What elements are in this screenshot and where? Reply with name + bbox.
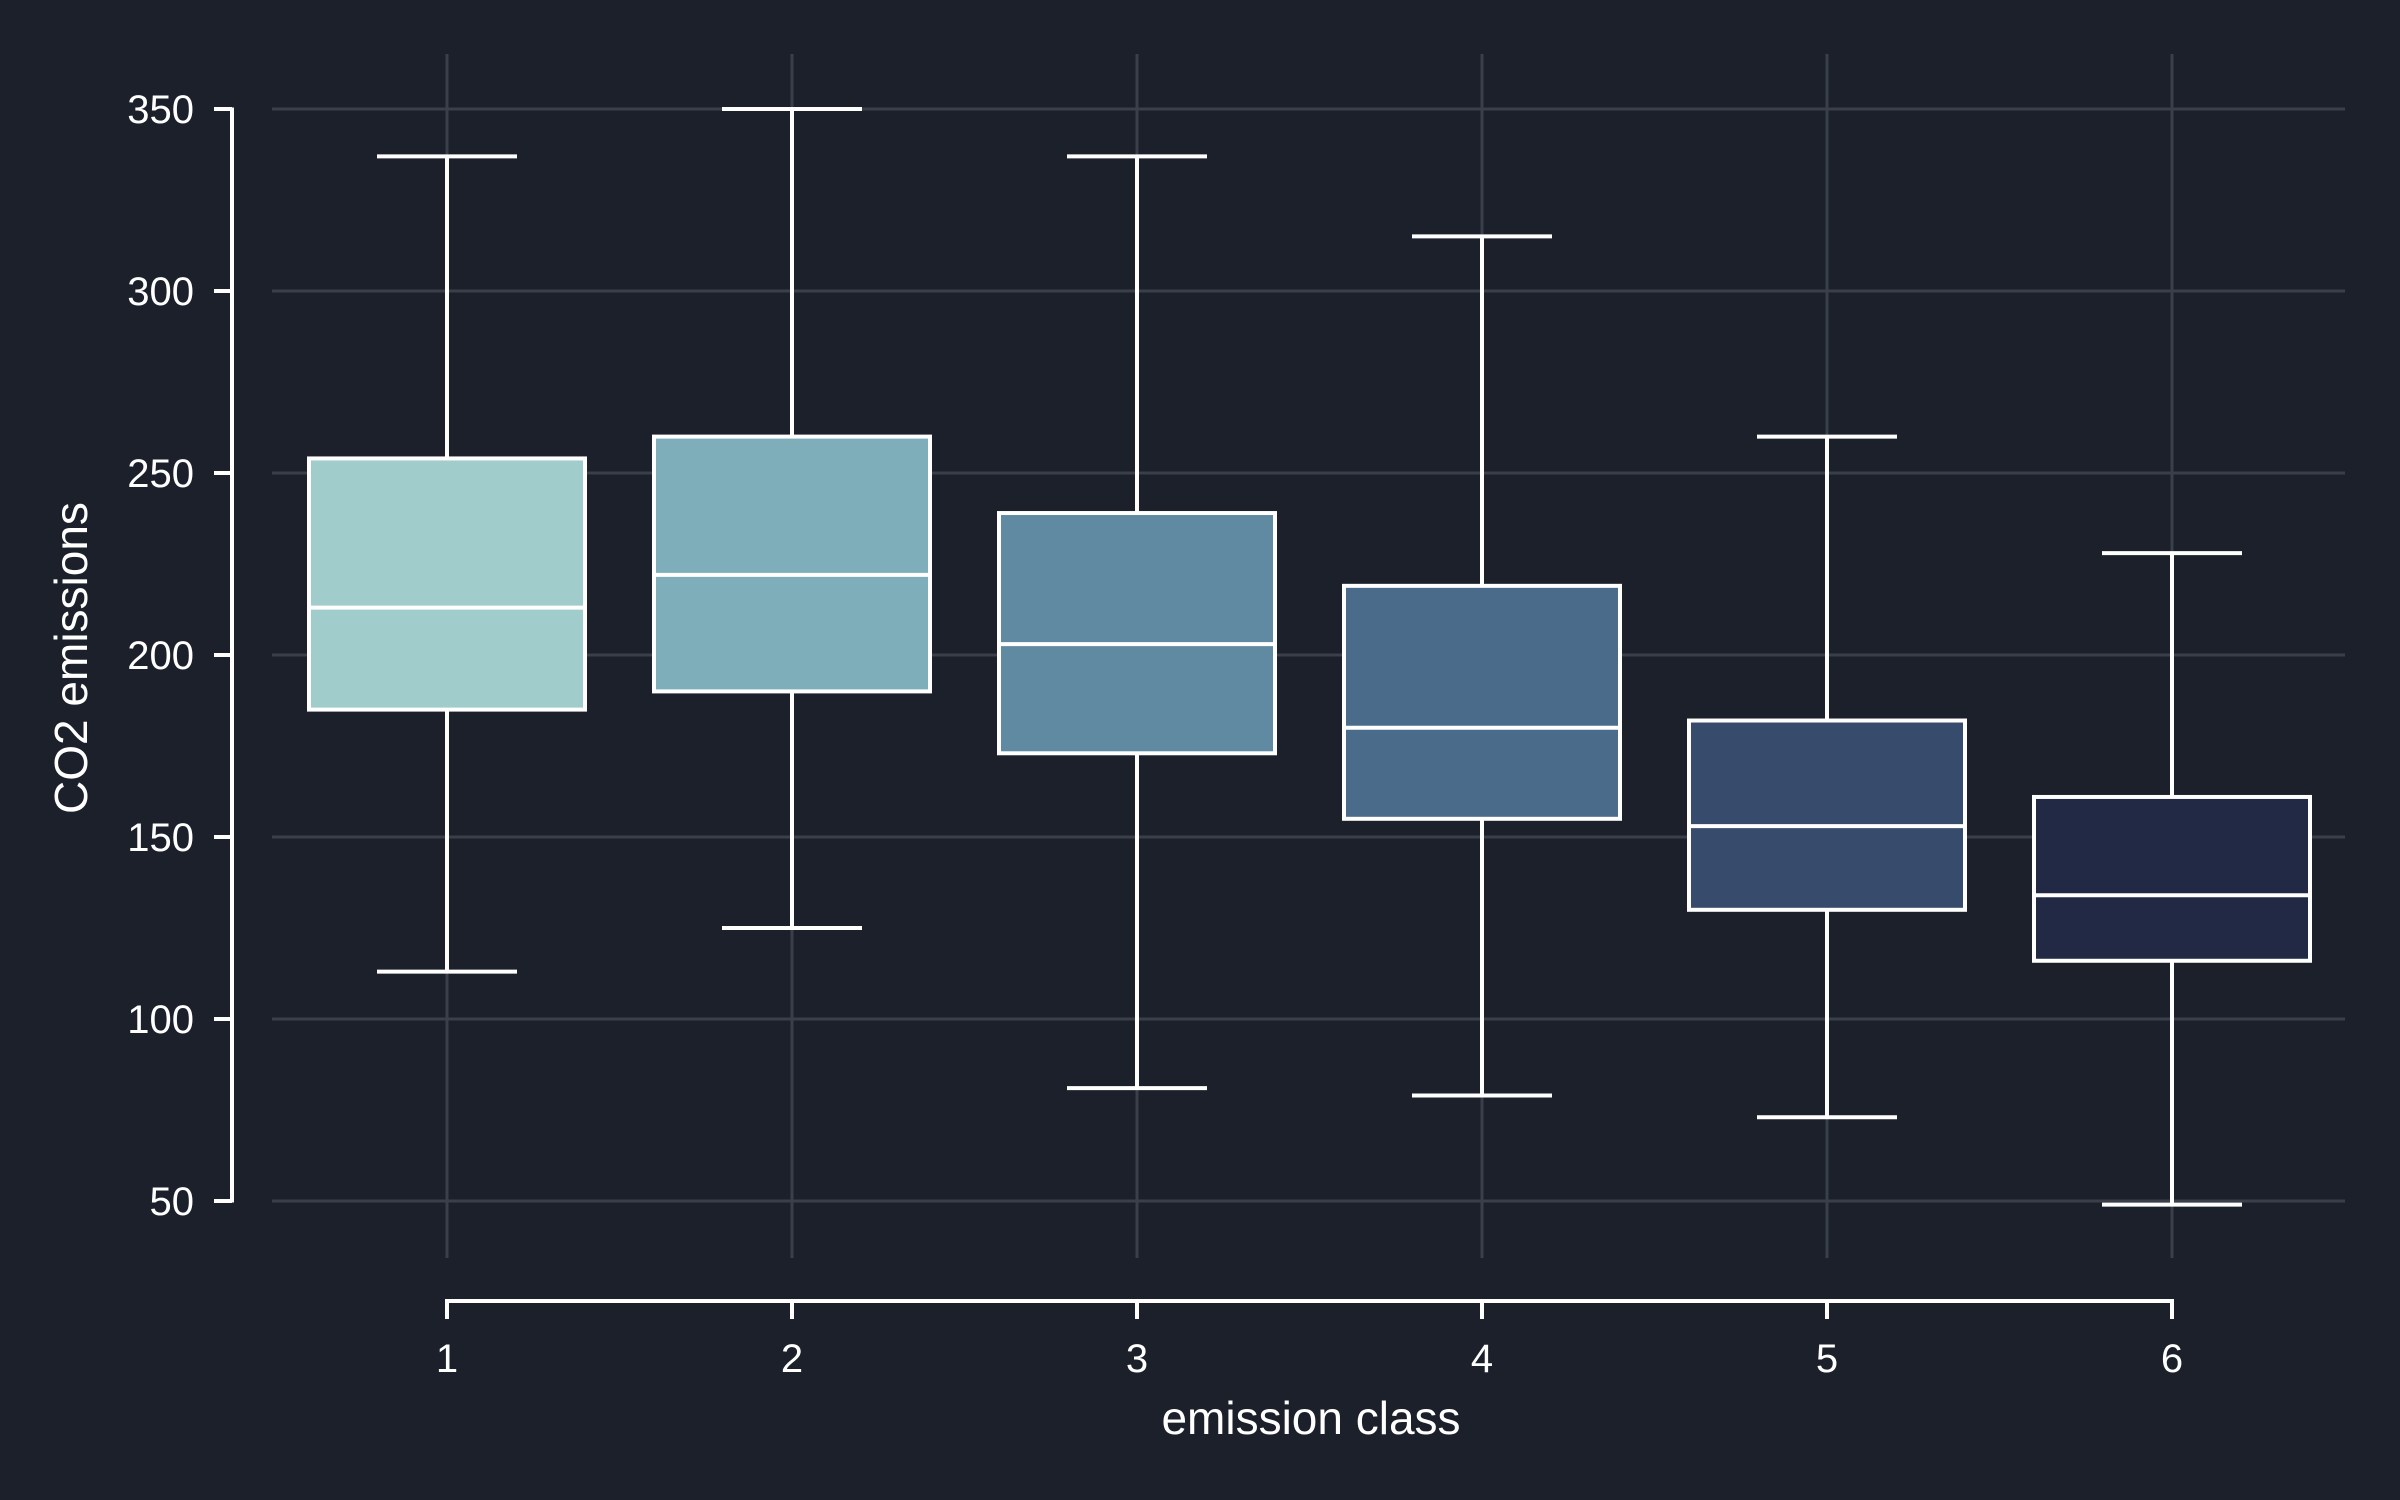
y-tick-label: 300	[127, 270, 194, 314]
x-tick-label: 4	[1471, 1337, 1493, 1381]
box-group	[997, 154, 1277, 1091]
box-group	[2032, 551, 2312, 1207]
y-tick-label: 350	[127, 88, 194, 132]
box-group	[652, 107, 932, 930]
box-iqr	[1687, 718, 1967, 912]
x-tick-label: 3	[1126, 1337, 1148, 1381]
box-iqr	[652, 434, 932, 694]
box-layer	[307, 107, 2312, 1207]
y-axis-label: CO2 emissions	[45, 502, 97, 814]
box-iqr	[2032, 794, 2312, 963]
y-tick-label: 250	[127, 452, 194, 496]
box-group	[307, 154, 587, 974]
x-axis-label: emission class	[1161, 1392, 1460, 1444]
box-group	[1342, 234, 1622, 1098]
box-iqr	[997, 511, 1277, 756]
box-iqr	[1342, 583, 1622, 821]
box-group	[1687, 434, 1967, 1120]
axis-layer: 50 100 150 200 250 300 350 1 2 3 4 5 6	[127, 88, 2183, 1381]
box-iqr	[307, 456, 587, 712]
y-tick-label: 200	[127, 634, 194, 678]
x-tick-label: 2	[781, 1337, 803, 1381]
x-tick-label: 1	[436, 1337, 458, 1381]
x-tick-label: 5	[1816, 1337, 1838, 1381]
y-tick-label: 50	[150, 1180, 195, 1224]
y-tick-label: 100	[127, 998, 194, 1042]
y-tick-label: 150	[127, 816, 194, 860]
x-tick-label: 6	[2161, 1337, 2183, 1381]
